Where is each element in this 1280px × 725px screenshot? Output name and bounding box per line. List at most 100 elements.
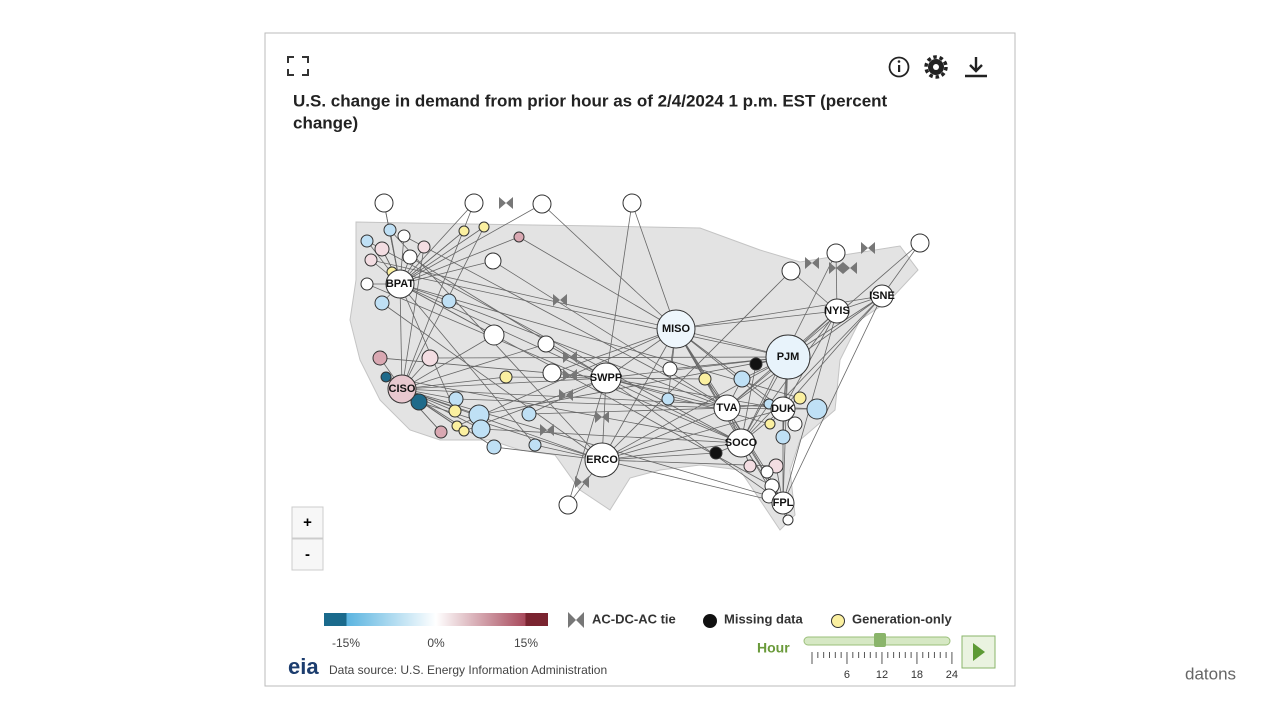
region-node xyxy=(584,442,620,478)
link xyxy=(391,271,789,358)
hour-tick-label: 24 xyxy=(946,669,958,681)
node xyxy=(374,241,390,257)
region-node xyxy=(713,394,741,422)
region-label: TVA xyxy=(716,402,737,414)
link xyxy=(399,202,475,285)
node xyxy=(537,335,555,353)
link xyxy=(399,226,485,285)
node xyxy=(417,240,431,254)
link xyxy=(401,388,603,461)
hour-tick-label: 6 xyxy=(844,669,850,681)
link xyxy=(399,236,520,285)
link xyxy=(518,236,677,330)
region-label: MISO xyxy=(662,323,691,335)
tie-marker xyxy=(553,294,567,306)
zoom-controls: + - xyxy=(291,506,324,571)
scale-label: -15% xyxy=(332,636,360,650)
node xyxy=(458,425,470,437)
link xyxy=(399,283,456,412)
fullscreen-button[interactable] xyxy=(287,56,309,76)
link xyxy=(782,295,883,504)
region-node xyxy=(726,428,756,458)
node xyxy=(360,277,374,291)
link xyxy=(399,283,801,399)
region-node xyxy=(824,298,850,324)
settings-button[interactable] xyxy=(924,55,948,79)
legend-generation: Generation-only xyxy=(852,611,952,626)
link xyxy=(429,356,789,359)
color-scale xyxy=(324,613,548,626)
zoom-in-label: + xyxy=(303,514,312,531)
link xyxy=(401,376,507,390)
link xyxy=(605,377,706,380)
tie-marker xyxy=(563,351,577,363)
link xyxy=(401,377,607,390)
link xyxy=(601,459,784,504)
node xyxy=(364,253,378,267)
node xyxy=(622,193,642,213)
node xyxy=(781,261,801,281)
link xyxy=(399,260,494,285)
region-label: FPL xyxy=(773,497,794,509)
node xyxy=(458,225,470,237)
node xyxy=(782,514,794,526)
zoom-in[interactable] xyxy=(291,506,324,539)
link xyxy=(675,328,784,410)
region-label: PJM xyxy=(777,351,800,363)
region-node xyxy=(770,396,796,422)
node xyxy=(709,446,723,460)
node xyxy=(532,194,552,214)
link xyxy=(601,328,677,461)
node xyxy=(448,391,464,407)
link xyxy=(601,407,728,461)
link xyxy=(480,428,742,444)
node xyxy=(397,229,411,243)
link xyxy=(675,295,883,330)
node xyxy=(374,193,394,213)
node xyxy=(402,249,418,265)
zoom-out[interactable] xyxy=(291,538,324,571)
info-button[interactable] xyxy=(888,56,910,78)
node xyxy=(513,231,525,243)
link xyxy=(551,328,677,374)
tie-marker xyxy=(575,476,589,488)
node xyxy=(441,293,457,309)
region-label: NYIS xyxy=(824,305,850,317)
play-icon xyxy=(973,643,985,661)
tie-marker xyxy=(559,389,573,401)
node xyxy=(410,393,428,411)
download-button[interactable] xyxy=(965,57,987,78)
link xyxy=(787,242,921,358)
region-node xyxy=(771,491,795,515)
legend-missing: Missing data xyxy=(724,611,804,626)
node xyxy=(910,233,930,253)
node xyxy=(434,425,448,439)
region-label: DUK xyxy=(771,403,795,415)
tie-marker xyxy=(540,424,554,436)
node xyxy=(484,252,502,270)
hour-thumb[interactable] xyxy=(874,633,886,647)
node xyxy=(471,419,491,439)
link xyxy=(399,283,403,390)
balancing-authorities: BPAT CISO MISO SWPP PJM NYIS ISNE TVA DUK SOCO ERC… xyxy=(360,193,930,526)
tie-marker xyxy=(829,262,843,274)
us-map xyxy=(349,221,919,531)
region-label: SOCO xyxy=(725,437,758,449)
region-node xyxy=(590,362,622,394)
link xyxy=(631,202,677,330)
node xyxy=(483,324,505,346)
node xyxy=(787,416,803,432)
generation-icon xyxy=(831,614,845,628)
tie-marker xyxy=(805,257,819,269)
link xyxy=(605,377,784,410)
region-node xyxy=(656,309,696,349)
tie-marker xyxy=(563,369,577,381)
node xyxy=(542,363,562,383)
link xyxy=(601,442,742,461)
link xyxy=(366,283,742,444)
link xyxy=(567,377,607,506)
node xyxy=(793,391,807,405)
link xyxy=(399,283,536,446)
link xyxy=(403,235,728,409)
